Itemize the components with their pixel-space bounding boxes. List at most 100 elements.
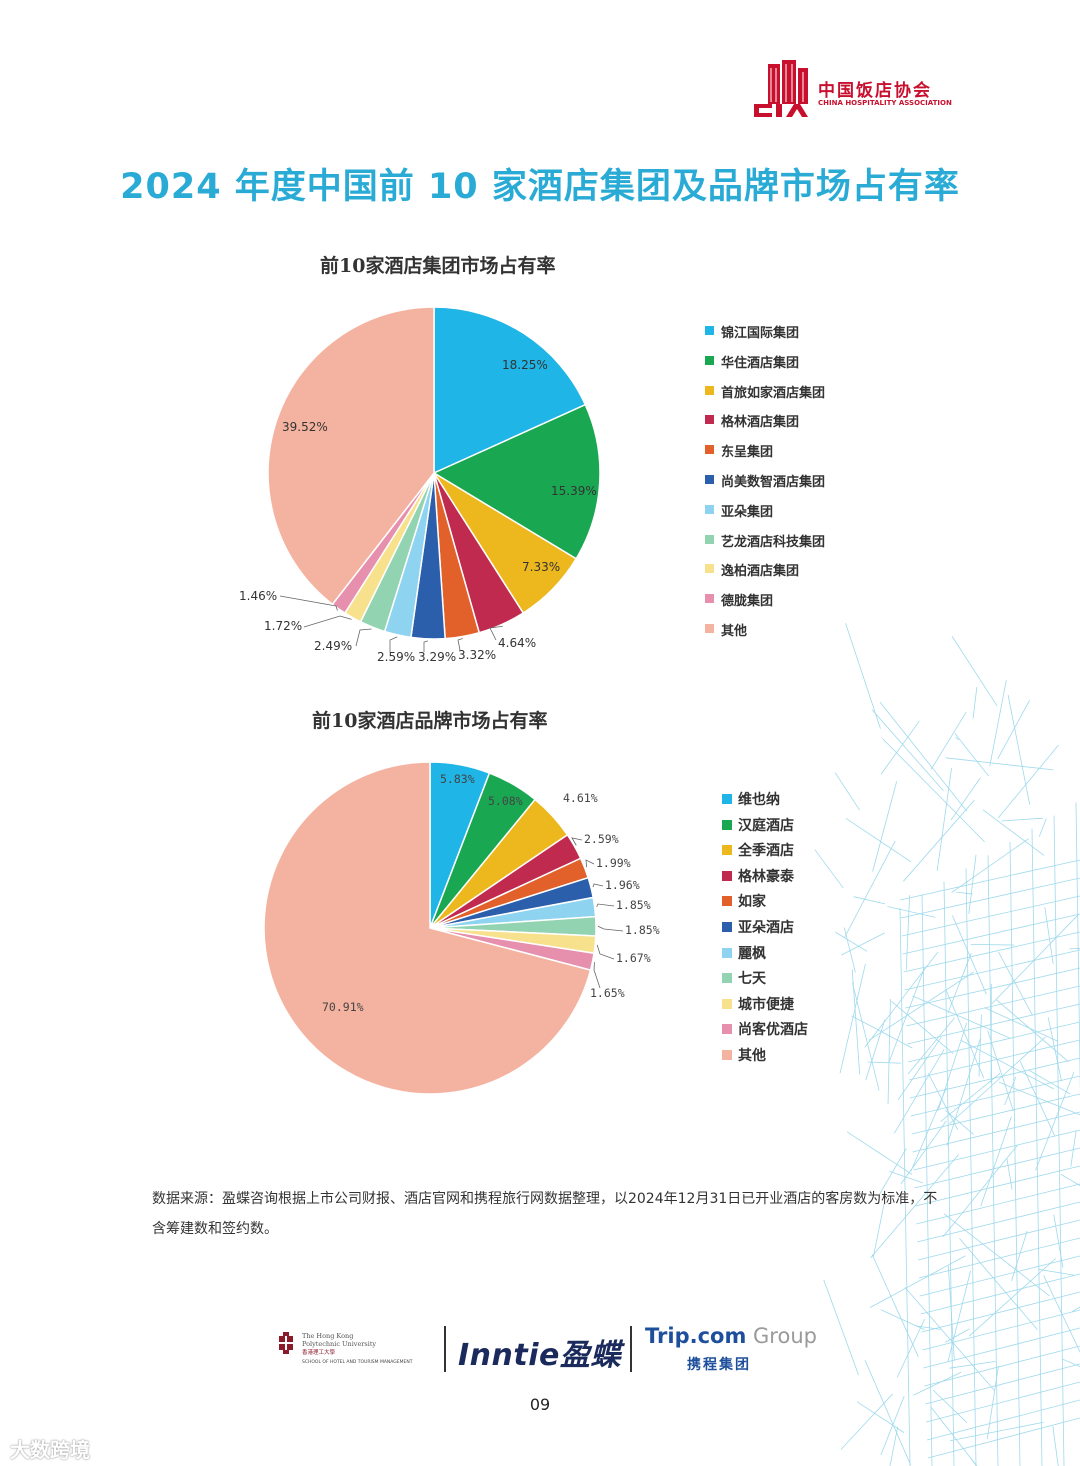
slice-value-label: 1.99% [596, 856, 631, 870]
slice-value-label: 2.49% [314, 639, 352, 653]
leader-line [489, 625, 503, 641]
legend-swatch [705, 355, 714, 365]
legend-swatch [722, 973, 732, 984]
legend-swatch [722, 922, 732, 932]
legend-label: 如家 [738, 894, 766, 911]
legend-label: 其他 [738, 1048, 766, 1064]
leader-line [596, 944, 615, 960]
legend-label: 七天 [738, 971, 766, 988]
slice-value-label: 39.52% [282, 420, 328, 434]
trip-com-logo: Trip.com Group [645, 1324, 817, 1348]
legend-swatch [705, 385, 714, 395]
legend-label: 东呈集团 [721, 445, 774, 461]
legend-label: 城市便捷 [738, 996, 794, 1013]
legend-label: 亚朵酒店 [738, 920, 794, 936]
legend-label: 锦江国际集团 [721, 326, 800, 341]
legend-swatch [705, 624, 714, 633]
group-share-chart-title: 前10家酒店集团市场占有率 [320, 255, 556, 277]
leader-line [585, 859, 595, 868]
legend-label: 格林豪泰 [738, 868, 794, 885]
slice-value-label: 3.32% [458, 648, 496, 662]
legend-label: 格林酒店集团 [721, 415, 800, 431]
slice-value-label: 2.59% [377, 650, 415, 664]
slice-value-label: 70.91% [322, 1000, 364, 1014]
data-source-note: 数据来源：盈蝶咨询根据上市公司财报、酒店官网和携程旅行网数据整理，以2024年1… [152, 1191, 938, 1237]
legend-label: 艺龙酒店科技集团 [721, 534, 826, 550]
slice-value-label: 1.85% [625, 923, 660, 937]
association-name-en: CHINA HOSPITALITY ASSOCIATION [818, 99, 952, 107]
slice-value-label: 1.65% [590, 986, 625, 1000]
inntie-logo: Inntie盈蝶 [458, 1338, 621, 1373]
association-name-cn: 中国饭店协会 [818, 81, 932, 101]
legend-label: 汉庭酒店 [738, 817, 794, 834]
leader-line [279, 595, 338, 611]
slice-value-label: 4.61% [563, 791, 598, 805]
page-title: 2024 年度中国前 10 家酒店集团及品牌市场占有率 [120, 167, 960, 207]
leader-line [423, 640, 429, 652]
legend-swatch [705, 415, 714, 425]
legend-swatch [705, 594, 714, 604]
slice-value-label: 3.29% [418, 650, 456, 664]
slice-value-label: 15.39% [551, 484, 597, 498]
legend-swatch [705, 326, 714, 335]
legend-label: 逸柏酒店集团 [721, 564, 800, 580]
pie-slice [263, 761, 592, 1095]
polyu-school-name: SCHOOL OF HOTEL AND TOURISM MANAGEMENT [302, 1360, 413, 1365]
legend-swatch [722, 947, 732, 958]
leader-line [457, 638, 463, 651]
brand-share-chart-title: 前10家酒店品牌市场占有率 [312, 710, 548, 732]
leader-line [355, 628, 372, 647]
legend-label: 尚客优酒店 [738, 1022, 808, 1039]
footer-divider [630, 1326, 632, 1372]
legend-label: 全季酒店 [738, 843, 794, 860]
legend-swatch [705, 504, 714, 514]
legend-swatch [722, 794, 732, 804]
pie-slice [432, 403, 601, 560]
slice-value-label: 1.46% [239, 589, 277, 603]
legend-swatch [722, 1024, 732, 1035]
legend-label: 德胧集团 [721, 594, 774, 610]
polyu-name-line1: The Hong Kong [302, 1332, 354, 1340]
legend-label: 华住酒店集团 [721, 355, 800, 371]
slice-value-label: 5.08% [488, 794, 523, 808]
legend-label: 首旅如家酒店集团 [721, 385, 826, 401]
legend-swatch [722, 896, 732, 907]
legend-label: 麗枫 [738, 945, 766, 962]
footer-divider [444, 1326, 446, 1372]
leader-line [597, 925, 624, 932]
legend-label: 其他 [721, 624, 748, 639]
pie-slice [433, 306, 587, 475]
legend-label: 维也纳 [738, 792, 780, 808]
slice-value-label: 4.64% [498, 636, 536, 650]
china-hospitality-association-logo-icon [754, 60, 808, 117]
pie-slice [267, 306, 435, 606]
slice-value-label: 1.96% [605, 878, 640, 892]
watermark: 大数跨境 [10, 1438, 90, 1462]
trip-brand-text: Trip.com [645, 1324, 747, 1348]
trip-com-group-cn: 携程集团 [687, 1357, 751, 1373]
leader-line [389, 636, 398, 652]
page-number: 09 [529, 1395, 551, 1414]
trip-group-text: Group [746, 1324, 817, 1348]
legend-swatch [722, 819, 732, 830]
legend-swatch [722, 998, 732, 1009]
leader-line [303, 615, 352, 628]
slice-value-label: 5.83% [440, 772, 475, 786]
leader-line [592, 883, 604, 888]
leader-line [596, 903, 615, 907]
slice-value-label: 1.72% [264, 619, 302, 633]
legend-swatch [705, 445, 714, 455]
legend-label: 尚美数智酒店集团 [721, 475, 826, 490]
legend-swatch [722, 1050, 732, 1060]
legend-swatch [705, 475, 714, 484]
legend-label: 亚朵集团 [721, 504, 774, 520]
slice-value-label: 1.67% [616, 951, 651, 965]
legend-swatch [705, 534, 714, 544]
slice-value-label: 7.33% [522, 560, 560, 574]
leader-line [593, 962, 601, 989]
leader-line [571, 837, 583, 846]
polyu-name-cn: 香港理工大學 [302, 1350, 336, 1356]
